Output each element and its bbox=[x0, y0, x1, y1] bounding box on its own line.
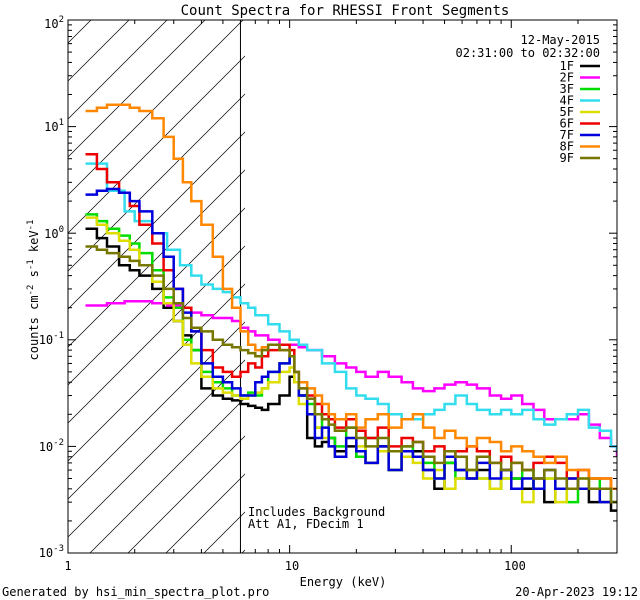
y-tick-label: 10-1 bbox=[39, 331, 64, 347]
hatch-line bbox=[68, 359, 245, 538]
series-7f bbox=[85, 187, 617, 504]
series-lines bbox=[85, 103, 617, 512]
hatch-line bbox=[68, 131, 245, 310]
hatch-line bbox=[68, 169, 245, 348]
plot-area bbox=[68, 20, 617, 553]
legend-label-5f: 5F bbox=[560, 105, 574, 119]
hatch-line bbox=[68, 321, 245, 500]
annotation-background: Includes Background bbox=[248, 505, 385, 519]
y-tick-label: 10-3 bbox=[39, 544, 64, 560]
hatch-line bbox=[68, 283, 245, 462]
y-tick-label: 102 bbox=[44, 15, 64, 31]
time-range-label: 02:31:00 to 02:32:00 bbox=[456, 46, 601, 60]
series-4f bbox=[85, 162, 617, 452]
footer-timestamp: 20-Apr-2023 19:12 bbox=[515, 585, 638, 599]
legend-label-1f: 1F bbox=[560, 59, 574, 73]
legend-label-3f: 3F bbox=[560, 82, 574, 96]
y-tick-label: 10-2 bbox=[39, 438, 64, 454]
hatch-line bbox=[0, 0, 8, 553]
x-tick-label: 100 bbox=[504, 559, 526, 573]
y-tick-label: 100 bbox=[44, 225, 64, 241]
footer-generated-by: Generated by hsi_min_spectra_plot.pro bbox=[2, 585, 269, 599]
hatch-line bbox=[89, 397, 245, 553]
y-axis-label: counts cm-2 s-1 keV-1 bbox=[26, 220, 41, 361]
series-9f bbox=[85, 245, 617, 504]
x-axis-label: Energy (keV) bbox=[300, 575, 387, 589]
hatch-line bbox=[127, 435, 245, 553]
legend-label-7f: 7F bbox=[560, 128, 574, 142]
x-tick-label: 1 bbox=[64, 559, 71, 573]
legend-label-2f: 2F bbox=[560, 71, 574, 85]
y-tick-label: 101 bbox=[44, 118, 64, 134]
axis-ticks bbox=[67, 19, 618, 554]
series-2f bbox=[85, 299, 617, 457]
x-tick-label: 10 bbox=[285, 559, 299, 573]
date-label: 12-May-2015 bbox=[521, 33, 600, 47]
legend-label-8f: 8F bbox=[560, 140, 574, 154]
plot-frame bbox=[67, 19, 618, 554]
series-8f bbox=[85, 103, 617, 491]
hatch-line bbox=[68, 207, 245, 386]
legend-label-4f: 4F bbox=[560, 94, 574, 108]
legend-label-6f: 6F bbox=[560, 117, 574, 131]
annotation-attenuator: Att A1, FDecim 1 bbox=[248, 517, 364, 531]
chart-title: Count Spectra for RHESSI Front Segments bbox=[181, 3, 510, 19]
legend-label-9f: 9F bbox=[560, 151, 574, 165]
